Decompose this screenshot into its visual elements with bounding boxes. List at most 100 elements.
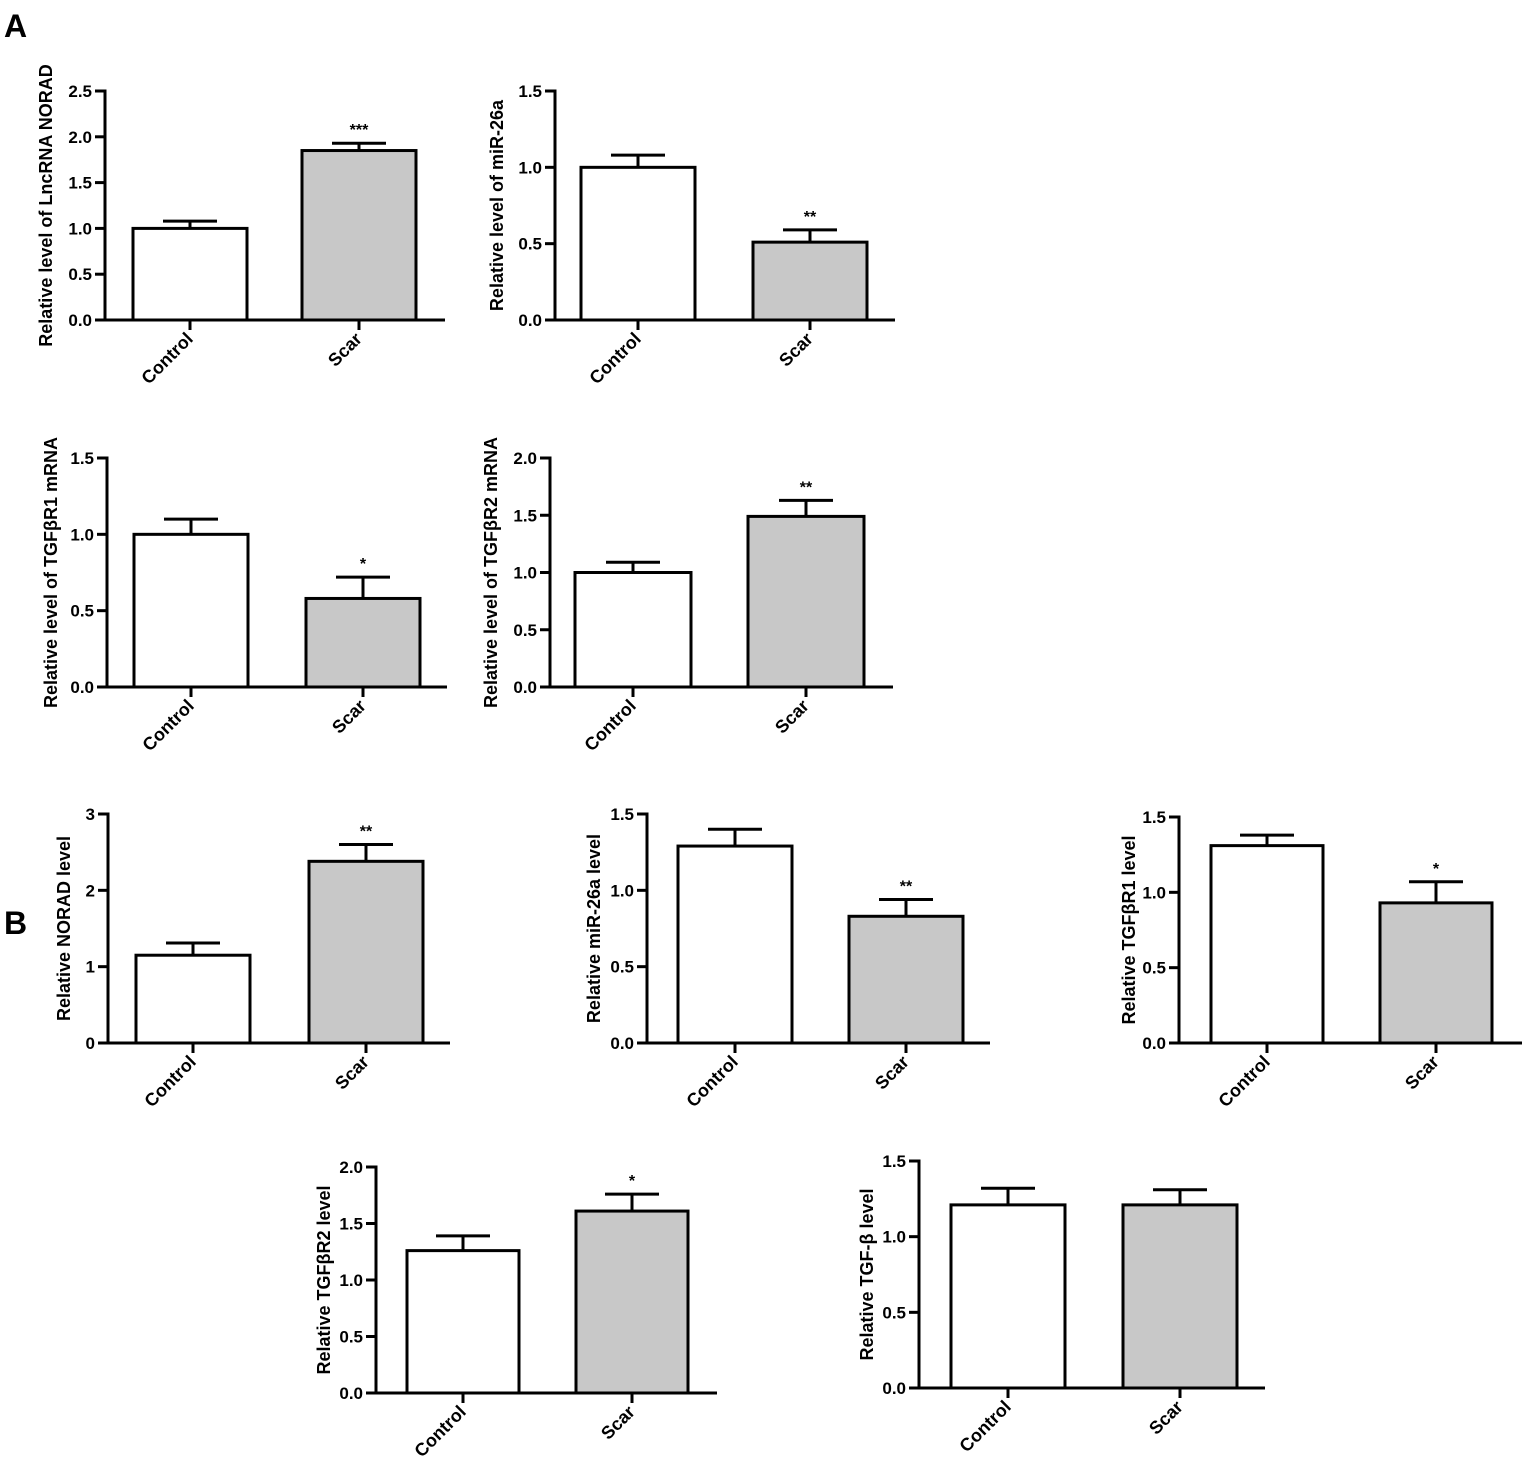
chart-9: 0.0 0.5 1.0 1.5 Control Scar Relative TGF-β le…	[857, 1152, 1265, 1456]
y-axis-title: Relative level of LncRNA NORAD	[36, 64, 56, 346]
x-tick-label-scar: Scar	[597, 1402, 639, 1444]
bar-scar	[574, 1209, 690, 1395]
y-tick-label: 1.5	[518, 82, 542, 101]
bar-scar	[746, 514, 866, 689]
y-tick-label: 0.0	[610, 1034, 634, 1053]
x-tick-label-control: Control	[580, 696, 639, 755]
y-axis-title: Relative TGFβR2 level	[314, 1185, 334, 1374]
y-tick-label: 1.0	[70, 525, 94, 544]
significance-label: **	[800, 479, 813, 496]
panel-label-a: A	[4, 8, 27, 44]
bar-scar	[304, 596, 422, 689]
chart-7: * 0.0 0.5 1.0 1.5 Control Scar Relative TGFβR1 …	[1119, 808, 1522, 1111]
x-tick-label-control: Control	[140, 1052, 199, 1111]
bar-scar	[300, 149, 418, 322]
y-tick-label: 0.0	[70, 678, 94, 697]
y-tick-label: 1.0	[513, 564, 537, 583]
bar-control	[579, 165, 697, 322]
x-tick-label-scar: Scar	[871, 1052, 913, 1094]
y-axis-title: Relative NORAD level	[54, 836, 74, 1021]
significance-label: **	[360, 824, 373, 841]
x-tick-label-scar: Scar	[328, 696, 370, 738]
x-tick-label-control: Control	[955, 1397, 1014, 1456]
bar-scar	[847, 914, 965, 1045]
y-tick-label: 1.0	[518, 158, 542, 177]
x-tick-label-scar: Scar	[775, 329, 817, 371]
y-axis-title: Relative miR-26a level	[584, 834, 604, 1023]
y-axis-title: Relative level of TGFβR1 mRNA	[41, 437, 61, 708]
y-tick-label: 0.0	[339, 1384, 363, 1403]
chart-1: *** 0.0 0.5 1.0 1.5 2.0 2.5 Control Scar Relative…	[36, 64, 445, 388]
y-axis-title: Relative level of TGFβR2 mRNA	[481, 437, 501, 708]
y-tick-label: 1.0	[68, 219, 92, 238]
y-tick-label: 0.5	[1142, 959, 1166, 978]
y-tick-label: 2.0	[513, 449, 537, 468]
y-tick-label: 3	[86, 805, 95, 824]
y-tick-label: 0.5	[513, 621, 537, 640]
y-tick-label: 2.0	[339, 1158, 363, 1177]
x-tick-label-control: Control	[682, 1052, 741, 1111]
x-tick-label-scar: Scar	[331, 1052, 373, 1094]
significance-label: *	[629, 1173, 636, 1190]
y-tick-label: 2	[86, 881, 95, 900]
y-tick-label: 0.5	[68, 265, 92, 284]
bar-control	[131, 226, 249, 322]
y-tick-label: 0.5	[882, 1303, 906, 1322]
bar-scar	[1378, 901, 1494, 1045]
y-axis-title: Relative level of miR-26a	[487, 99, 507, 311]
x-tick-label-control: Control	[410, 1402, 469, 1461]
y-tick-label: 0.0	[513, 678, 537, 697]
bar-scar	[751, 240, 869, 322]
bar-control	[134, 953, 252, 1045]
bar-control	[949, 1203, 1067, 1390]
y-tick-label: 0.5	[339, 1328, 363, 1347]
significance-label: **	[900, 878, 913, 895]
y-tick-label: 1.0	[1142, 883, 1166, 902]
chart-6: ** 0.0 0.5 1.0 1.5 Control Scar Relative miR-26…	[584, 805, 990, 1111]
y-tick-label: 0.5	[610, 958, 634, 977]
y-tick-label: 2.0	[68, 128, 92, 147]
chart-3: * 0.0 0.5 1.0 1.5 Control Scar Relative level o…	[41, 437, 447, 755]
x-tick-label-scar: Scar	[1401, 1052, 1443, 1094]
y-tick-label: 1.5	[610, 805, 634, 824]
y-tick-label: 1	[86, 958, 95, 977]
y-tick-label: 0	[86, 1034, 95, 1053]
y-axis-title: Relative TGF-β level	[857, 1188, 877, 1360]
significance-label: *	[360, 556, 367, 573]
y-tick-label: 1.0	[339, 1271, 363, 1290]
x-tick-label-control: Control	[138, 696, 197, 755]
y-tick-label: 1.5	[1142, 808, 1166, 827]
significance-label: *	[1433, 861, 1440, 878]
x-tick-label-scar: Scar	[771, 696, 813, 738]
bar-control	[1209, 844, 1325, 1045]
chart-2: ** 0.0 0.5 1.0 1.5 Control Scar Relative level …	[487, 82, 895, 388]
panel-label-b: B	[4, 905, 27, 941]
y-tick-label: 1.5	[68, 174, 92, 193]
chart-8: * 0.0 0.5 1.0 1.5 2.0 Control Scar Relative TGFβ…	[314, 1158, 717, 1461]
bar-control	[132, 532, 250, 689]
y-tick-label: 1.5	[70, 449, 94, 468]
y-tick-label: 1.5	[339, 1215, 363, 1234]
y-tick-label: 0.5	[70, 602, 94, 621]
y-tick-label: 0.0	[882, 1379, 906, 1398]
y-tick-label: 0.5	[518, 235, 542, 254]
y-tick-label: 0.0	[68, 311, 92, 330]
bar-control	[405, 1249, 521, 1395]
x-tick-label-control: Control	[585, 329, 644, 388]
bar-scar	[1121, 1203, 1239, 1390]
y-axis-title: Relative TGFβR1 level	[1119, 835, 1139, 1024]
y-tick-label: 0.0	[518, 311, 542, 330]
bar-control	[573, 571, 693, 689]
y-tick-label: 1.5	[513, 506, 537, 525]
x-tick-label-scar: Scar	[1145, 1397, 1187, 1439]
y-tick-label: 0.0	[1142, 1034, 1166, 1053]
y-tick-label: 1.0	[610, 881, 634, 900]
chart-5: ** 0 1 2 3 Control Scar Relative NORAD level	[54, 805, 450, 1111]
bar-control	[676, 844, 794, 1045]
significance-label: ***	[350, 122, 369, 139]
significance-label: **	[804, 209, 817, 226]
y-tick-label: 2.5	[68, 82, 92, 101]
x-tick-label-control: Control	[137, 329, 196, 388]
